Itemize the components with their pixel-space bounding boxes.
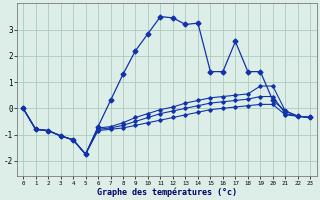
X-axis label: Graphe des températures (°c): Graphe des températures (°c) (97, 187, 237, 197)
